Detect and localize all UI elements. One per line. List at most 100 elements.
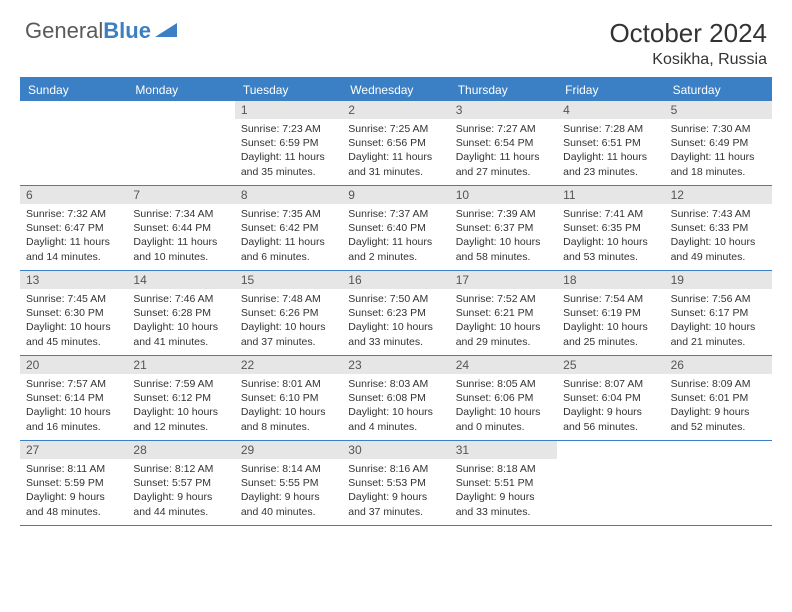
day-info: Sunrise: 8:03 AMSunset: 6:08 PMDaylight:… xyxy=(342,374,449,437)
week-row: 13Sunrise: 7:45 AMSunset: 6:30 PMDayligh… xyxy=(20,271,772,356)
day-cell: 6Sunrise: 7:32 AMSunset: 6:47 PMDaylight… xyxy=(20,186,127,270)
day-number: 25 xyxy=(557,356,664,374)
week-row: 6Sunrise: 7:32 AMSunset: 6:47 PMDaylight… xyxy=(20,186,772,271)
title-block: October 2024 Kosikha, Russia xyxy=(609,18,767,69)
day-info: Sunrise: 7:54 AMSunset: 6:19 PMDaylight:… xyxy=(557,289,664,352)
calendar: SundayMondayTuesdayWednesdayThursdayFrid… xyxy=(20,77,772,526)
day-info: Sunrise: 7:28 AMSunset: 6:51 PMDaylight:… xyxy=(557,119,664,182)
day-number: 5 xyxy=(665,101,772,119)
day-number: 26 xyxy=(665,356,772,374)
day-info: Sunrise: 7:56 AMSunset: 6:17 PMDaylight:… xyxy=(665,289,772,352)
day-number: 18 xyxy=(557,271,664,289)
day-number: 8 xyxy=(235,186,342,204)
day-info: Sunrise: 7:37 AMSunset: 6:40 PMDaylight:… xyxy=(342,204,449,267)
day-number: 30 xyxy=(342,441,449,459)
day-number: 21 xyxy=(127,356,234,374)
day-info: Sunrise: 7:59 AMSunset: 6:12 PMDaylight:… xyxy=(127,374,234,437)
logo: GeneralBlue xyxy=(25,18,177,44)
day-number: 7 xyxy=(127,186,234,204)
day-number: 3 xyxy=(450,101,557,119)
week-row: 20Sunrise: 7:57 AMSunset: 6:14 PMDayligh… xyxy=(20,356,772,441)
day-number: 1 xyxy=(235,101,342,119)
day-info: Sunrise: 7:39 AMSunset: 6:37 PMDaylight:… xyxy=(450,204,557,267)
day-cell: 25Sunrise: 8:07 AMSunset: 6:04 PMDayligh… xyxy=(557,356,664,440)
day-cell: 23Sunrise: 8:03 AMSunset: 6:08 PMDayligh… xyxy=(342,356,449,440)
day-number: 22 xyxy=(235,356,342,374)
day-header: Wednesday xyxy=(342,79,449,101)
empty-cell xyxy=(127,101,234,185)
day-number: 24 xyxy=(450,356,557,374)
day-number: 23 xyxy=(342,356,449,374)
day-info: Sunrise: 8:09 AMSunset: 6:01 PMDaylight:… xyxy=(665,374,772,437)
day-header-row: SundayMondayTuesdayWednesdayThursdayFrid… xyxy=(20,79,772,101)
day-info: Sunrise: 7:25 AMSunset: 6:56 PMDaylight:… xyxy=(342,119,449,182)
day-info: Sunrise: 7:23 AMSunset: 6:59 PMDaylight:… xyxy=(235,119,342,182)
logo-triangle-icon xyxy=(155,21,177,42)
day-cell: 12Sunrise: 7:43 AMSunset: 6:33 PMDayligh… xyxy=(665,186,772,270)
day-info: Sunrise: 7:32 AMSunset: 6:47 PMDaylight:… xyxy=(20,204,127,267)
day-info: Sunrise: 8:18 AMSunset: 5:51 PMDaylight:… xyxy=(450,459,557,522)
day-cell: 16Sunrise: 7:50 AMSunset: 6:23 PMDayligh… xyxy=(342,271,449,355)
day-number: 20 xyxy=(20,356,127,374)
day-cell: 7Sunrise: 7:34 AMSunset: 6:44 PMDaylight… xyxy=(127,186,234,270)
day-header: Thursday xyxy=(450,79,557,101)
day-header: Friday xyxy=(557,79,664,101)
day-info: Sunrise: 8:14 AMSunset: 5:55 PMDaylight:… xyxy=(235,459,342,522)
day-info: Sunrise: 7:34 AMSunset: 6:44 PMDaylight:… xyxy=(127,204,234,267)
day-number: 17 xyxy=(450,271,557,289)
day-number: 31 xyxy=(450,441,557,459)
day-header: Tuesday xyxy=(235,79,342,101)
day-info: Sunrise: 7:46 AMSunset: 6:28 PMDaylight:… xyxy=(127,289,234,352)
day-cell: 15Sunrise: 7:48 AMSunset: 6:26 PMDayligh… xyxy=(235,271,342,355)
day-info: Sunrise: 7:50 AMSunset: 6:23 PMDaylight:… xyxy=(342,289,449,352)
day-cell: 24Sunrise: 8:05 AMSunset: 6:06 PMDayligh… xyxy=(450,356,557,440)
day-header: Monday xyxy=(127,79,234,101)
weeks-container: 1Sunrise: 7:23 AMSunset: 6:59 PMDaylight… xyxy=(20,101,772,526)
day-cell: 19Sunrise: 7:56 AMSunset: 6:17 PMDayligh… xyxy=(665,271,772,355)
day-cell: 14Sunrise: 7:46 AMSunset: 6:28 PMDayligh… xyxy=(127,271,234,355)
day-number: 28 xyxy=(127,441,234,459)
day-cell: 29Sunrise: 8:14 AMSunset: 5:55 PMDayligh… xyxy=(235,441,342,525)
day-info: Sunrise: 8:07 AMSunset: 6:04 PMDaylight:… xyxy=(557,374,664,437)
day-number: 10 xyxy=(450,186,557,204)
day-cell: 11Sunrise: 7:41 AMSunset: 6:35 PMDayligh… xyxy=(557,186,664,270)
day-info: Sunrise: 8:12 AMSunset: 5:57 PMDaylight:… xyxy=(127,459,234,522)
day-cell: 26Sunrise: 8:09 AMSunset: 6:01 PMDayligh… xyxy=(665,356,772,440)
logo-text: GeneralBlue xyxy=(25,18,151,44)
day-info: Sunrise: 7:35 AMSunset: 6:42 PMDaylight:… xyxy=(235,204,342,267)
day-number: 12 xyxy=(665,186,772,204)
day-info: Sunrise: 7:43 AMSunset: 6:33 PMDaylight:… xyxy=(665,204,772,267)
day-cell: 13Sunrise: 7:45 AMSunset: 6:30 PMDayligh… xyxy=(20,271,127,355)
day-cell: 2Sunrise: 7:25 AMSunset: 6:56 PMDaylight… xyxy=(342,101,449,185)
day-cell: 10Sunrise: 7:39 AMSunset: 6:37 PMDayligh… xyxy=(450,186,557,270)
day-number: 14 xyxy=(127,271,234,289)
day-info: Sunrise: 8:16 AMSunset: 5:53 PMDaylight:… xyxy=(342,459,449,522)
day-info: Sunrise: 7:48 AMSunset: 6:26 PMDaylight:… xyxy=(235,289,342,352)
header: GeneralBlue October 2024 Kosikha, Russia xyxy=(0,0,792,77)
week-row: 27Sunrise: 8:11 AMSunset: 5:59 PMDayligh… xyxy=(20,441,772,526)
day-cell: 8Sunrise: 7:35 AMSunset: 6:42 PMDaylight… xyxy=(235,186,342,270)
empty-cell xyxy=(557,441,664,525)
day-cell: 1Sunrise: 7:23 AMSunset: 6:59 PMDaylight… xyxy=(235,101,342,185)
day-info: Sunrise: 7:41 AMSunset: 6:35 PMDaylight:… xyxy=(557,204,664,267)
day-cell: 21Sunrise: 7:59 AMSunset: 6:12 PMDayligh… xyxy=(127,356,234,440)
day-number: 2 xyxy=(342,101,449,119)
day-number: 6 xyxy=(20,186,127,204)
day-info: Sunrise: 7:57 AMSunset: 6:14 PMDaylight:… xyxy=(20,374,127,437)
week-row: 1Sunrise: 7:23 AMSunset: 6:59 PMDaylight… xyxy=(20,101,772,186)
day-header: Saturday xyxy=(665,79,772,101)
day-info: Sunrise: 8:05 AMSunset: 6:06 PMDaylight:… xyxy=(450,374,557,437)
day-info: Sunrise: 8:11 AMSunset: 5:59 PMDaylight:… xyxy=(20,459,127,522)
day-cell: 31Sunrise: 8:18 AMSunset: 5:51 PMDayligh… xyxy=(450,441,557,525)
day-info: Sunrise: 7:30 AMSunset: 6:49 PMDaylight:… xyxy=(665,119,772,182)
day-number: 11 xyxy=(557,186,664,204)
day-cell: 3Sunrise: 7:27 AMSunset: 6:54 PMDaylight… xyxy=(450,101,557,185)
day-cell: 18Sunrise: 7:54 AMSunset: 6:19 PMDayligh… xyxy=(557,271,664,355)
day-number: 13 xyxy=(20,271,127,289)
day-cell: 4Sunrise: 7:28 AMSunset: 6:51 PMDaylight… xyxy=(557,101,664,185)
day-cell: 28Sunrise: 8:12 AMSunset: 5:57 PMDayligh… xyxy=(127,441,234,525)
day-cell: 30Sunrise: 8:16 AMSunset: 5:53 PMDayligh… xyxy=(342,441,449,525)
day-number: 16 xyxy=(342,271,449,289)
day-number: 9 xyxy=(342,186,449,204)
day-info: Sunrise: 7:45 AMSunset: 6:30 PMDaylight:… xyxy=(20,289,127,352)
